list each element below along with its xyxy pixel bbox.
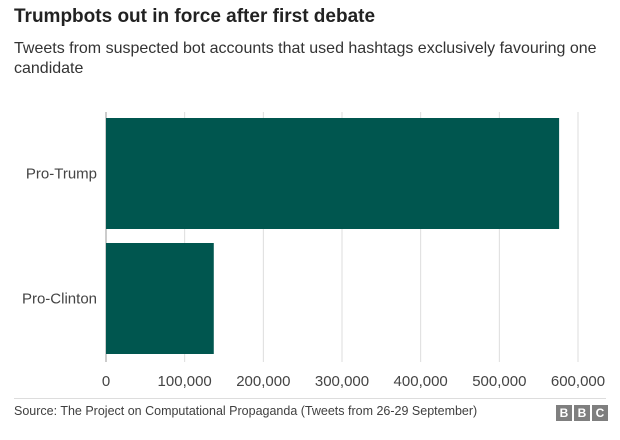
x-tick-label: 100,000 bbox=[158, 373, 212, 390]
bbc-logo-letter: B bbox=[556, 405, 572, 421]
x-tick-label: 500,000 bbox=[472, 373, 526, 390]
source-note: Source: The Project on Computational Pro… bbox=[14, 404, 478, 418]
category-label: Pro-Clinton bbox=[22, 291, 97, 308]
x-axis-ticks: 0 100,000 200,000 300,000 400,000 500,000 600,… bbox=[102, 373, 605, 390]
bars bbox=[106, 118, 560, 354]
bbc-logo-letter: B bbox=[574, 405, 590, 421]
x-tick-label: 300,000 bbox=[315, 373, 369, 390]
x-tick-label: 200,000 bbox=[236, 373, 290, 390]
bbc-logo-letter: C bbox=[592, 405, 608, 421]
chart-subtitle: Tweets from suspected bot accounts that … bbox=[14, 40, 597, 77]
category-labels: Pro-Trump Pro-Clinton bbox=[22, 166, 97, 308]
x-tick-label: 600,000 bbox=[551, 373, 605, 390]
bar-pro-trump bbox=[106, 118, 560, 229]
bbc-logo: B B C bbox=[556, 405, 608, 421]
chart-title: Trumpbots out in force after first debat… bbox=[14, 6, 376, 27]
category-label: Pro-Trump bbox=[26, 166, 97, 183]
footer-divider bbox=[14, 398, 606, 399]
bar-pro-clinton bbox=[106, 243, 214, 354]
x-tick-label: 0 bbox=[102, 373, 110, 390]
x-tick-label: 400,000 bbox=[394, 373, 448, 390]
